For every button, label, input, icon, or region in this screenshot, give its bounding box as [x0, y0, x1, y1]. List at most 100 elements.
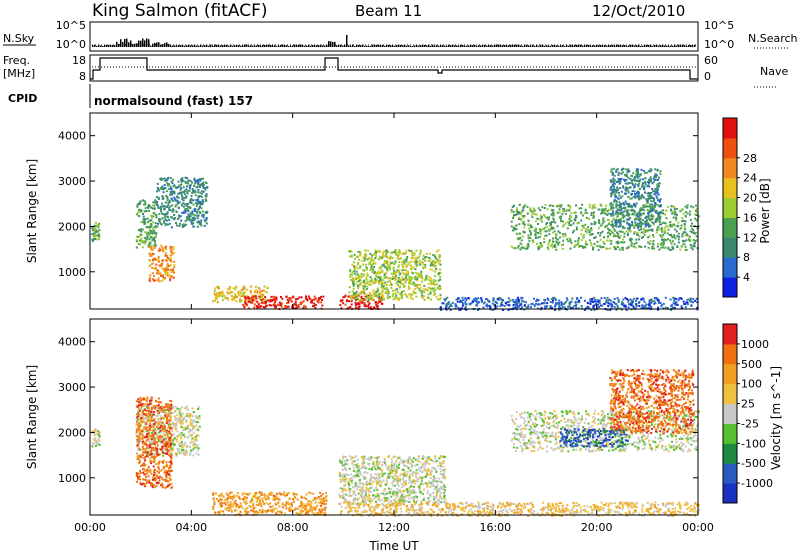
power-cell [537, 223, 539, 225]
power-cell [635, 194, 638, 197]
power-cell [610, 214, 613, 217]
power-cell [408, 288, 411, 291]
power-cell [572, 222, 575, 225]
power-cell [655, 231, 658, 234]
power-cell [637, 225, 640, 228]
power-cell [159, 210, 162, 213]
power-cell [544, 234, 547, 237]
power-cell [650, 195, 653, 197]
power-cell [181, 179, 184, 182]
power-cell [362, 280, 365, 283]
velocity-cell [184, 426, 187, 429]
power-cell [372, 291, 375, 294]
power-cell [374, 294, 377, 297]
power-cell [615, 189, 618, 192]
power-cell [413, 276, 416, 279]
velocity-cell [167, 437, 170, 439]
power-cell [603, 303, 606, 305]
power-cell [651, 215, 654, 218]
power-cell [554, 297, 557, 300]
power-cell [613, 193, 616, 196]
power-cell [421, 290, 424, 293]
power-cell [311, 299, 314, 302]
power-cell [519, 248, 522, 251]
power-cell [555, 234, 558, 237]
power-cell [96, 230, 99, 233]
power-cell [500, 301, 503, 304]
nsky-bar [490, 45, 492, 47]
power-cell [413, 252, 416, 255]
velocity-cell [94, 437, 97, 439]
power-cell [314, 307, 317, 309]
velocity-cell [169, 444, 172, 447]
power-cell [514, 300, 517, 303]
power-cell [374, 262, 377, 265]
power-cell [370, 264, 373, 266]
power-cell [679, 210, 682, 213]
velocity-cell [158, 479, 161, 482]
power-cell [371, 263, 374, 266]
nsky-bar [136, 43, 138, 47]
power-cell [617, 242, 620, 244]
nsky-bar [174, 45, 176, 47]
power-cell [398, 261, 401, 264]
velocity-cell [144, 416, 147, 419]
velocity-cell [158, 408, 161, 411]
nsky-bar [590, 45, 592, 47]
nsky-bar [582, 45, 584, 47]
nsky-bar [258, 44, 260, 47]
power-cell [189, 213, 192, 216]
power-cell [365, 278, 368, 281]
power-cell [97, 233, 100, 236]
velocity-cell [186, 436, 189, 439]
power-cell [588, 231, 591, 233]
power-cell [625, 168, 628, 171]
power-cell [415, 265, 418, 268]
power-cell [199, 186, 202, 188]
power-cell [287, 300, 290, 303]
station-title: King Salmon (fitACF) [92, 1, 268, 21]
power-cell [412, 266, 415, 269]
velocity-cell [177, 435, 180, 438]
velocity-cell [167, 407, 170, 409]
power-cell [419, 251, 422, 254]
nsky-bar [572, 45, 574, 47]
power-cell [550, 244, 553, 247]
power-cell [575, 307, 578, 310]
power-cell [656, 192, 659, 195]
nsky-bar [488, 44, 490, 47]
power-cell [264, 301, 267, 303]
power-cell [492, 308, 495, 311]
power-cell [397, 285, 400, 288]
power-cell [420, 273, 423, 276]
power-cell [660, 246, 663, 249]
power-cell [170, 260, 173, 263]
nsky-bar [262, 44, 264, 47]
nsky-bar [658, 45, 660, 47]
nsky-bar [98, 45, 100, 47]
power-cell [628, 170, 631, 173]
power-cell [635, 218, 638, 220]
power-cell [547, 248, 550, 251]
power-cell [369, 279, 372, 282]
power-cell [468, 302, 471, 305]
power-cell [504, 302, 507, 305]
power-cell [172, 268, 174, 271]
power-cell [624, 206, 627, 209]
power-cell [536, 298, 538, 301]
power-cell [391, 278, 394, 280]
velocity-cell [189, 445, 191, 448]
power-cell [403, 269, 406, 271]
power-cell [321, 304, 324, 307]
power-cell [407, 285, 410, 288]
power-cell [427, 256, 430, 259]
power-cell [584, 243, 587, 246]
power-cell [414, 268, 417, 271]
power-cell [363, 259, 366, 262]
power-cell [689, 299, 692, 302]
power-region [510, 203, 700, 251]
velocity-cell [159, 429, 162, 432]
power-cell [431, 264, 434, 267]
power-cell [618, 236, 621, 239]
power-cell [561, 233, 564, 236]
